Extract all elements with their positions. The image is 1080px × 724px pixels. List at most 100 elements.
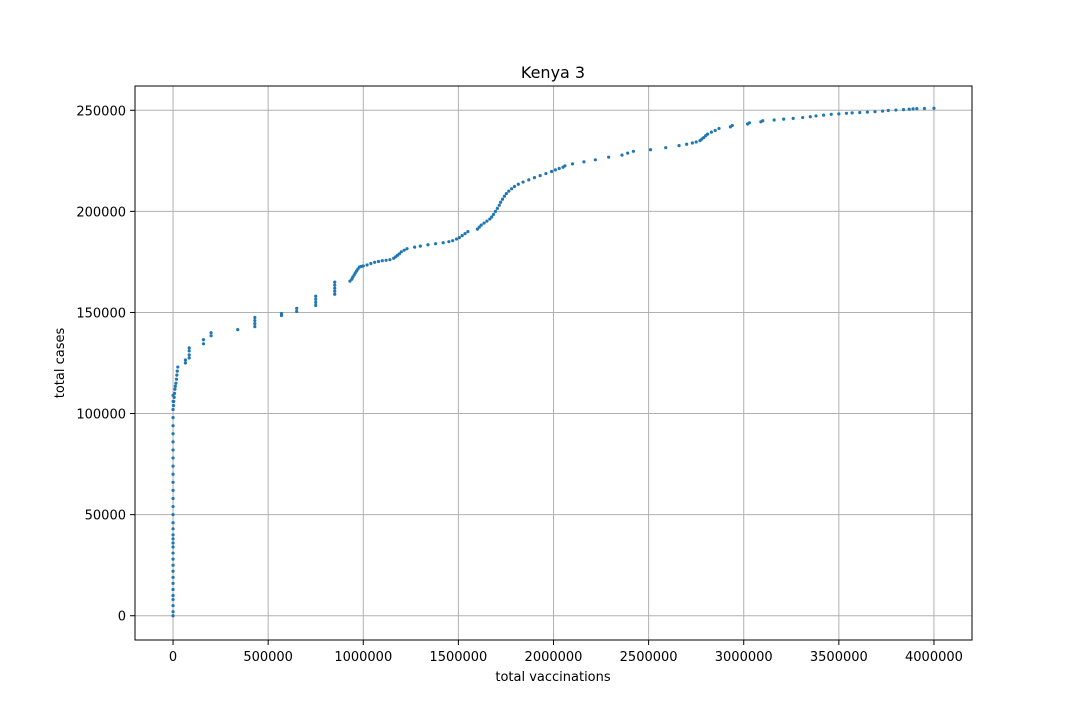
data-point (253, 321, 257, 326)
data-point (369, 261, 373, 266)
data-point (447, 240, 451, 244)
data-point (171, 593, 175, 598)
x-tick-label: 3500000 (810, 650, 868, 665)
data-point (497, 203, 501, 207)
data-point (171, 424, 175, 428)
data-point (791, 116, 795, 120)
data-point (694, 140, 698, 144)
data-point (538, 173, 542, 178)
data-point (510, 187, 514, 191)
data-point (418, 244, 422, 248)
data-point (173, 387, 177, 391)
data-point (850, 111, 854, 115)
data-point (373, 260, 377, 264)
data-point (171, 496, 175, 501)
data-point (376, 259, 381, 264)
data-point (279, 311, 284, 316)
x-tick-label: 1500000 (429, 650, 487, 665)
y-tick-label: 50000 (85, 509, 126, 524)
data-point (772, 118, 776, 122)
data-point (187, 356, 191, 360)
data-point (932, 106, 936, 110)
data-point (454, 237, 459, 241)
data-point (865, 110, 869, 114)
data-point (314, 300, 318, 304)
data-point (171, 557, 175, 561)
data-point (441, 241, 445, 245)
data-point (171, 581, 175, 585)
data-point (532, 175, 537, 180)
data-point (500, 197, 505, 201)
data-point (171, 440, 175, 444)
data-point (512, 184, 517, 189)
data-point (664, 146, 668, 150)
data-point (171, 407, 175, 412)
data-point (174, 377, 179, 381)
data-point (705, 132, 710, 136)
data-point (911, 107, 915, 111)
data-point (171, 587, 175, 592)
data-point (171, 456, 175, 460)
data-point (463, 231, 467, 236)
data-point (187, 349, 191, 353)
data-point (907, 107, 911, 111)
data-point (171, 604, 175, 608)
data-point (172, 399, 176, 404)
data-point (171, 472, 175, 476)
data-point (582, 160, 586, 164)
data-point (922, 106, 927, 111)
data-point (822, 113, 826, 117)
data-point (384, 258, 388, 262)
data-point (295, 309, 299, 314)
data-point (171, 575, 175, 579)
data-point (209, 334, 213, 338)
data-point (466, 229, 470, 234)
data-point (549, 169, 554, 174)
grid-lines (135, 86, 972, 640)
data-point (544, 171, 548, 176)
data-point (426, 243, 430, 247)
data-point (405, 247, 409, 251)
data-point (314, 297, 318, 301)
data-point (171, 504, 175, 509)
data-point (557, 166, 561, 171)
data-point (829, 112, 833, 116)
x-tick-label: 4000000 (905, 650, 963, 665)
data-point (475, 227, 480, 231)
data-point (175, 373, 179, 377)
data-point (553, 168, 558, 172)
data-point (201, 342, 206, 346)
data-point (507, 189, 511, 193)
x-tick-label: 0 (169, 650, 177, 665)
x-tick-label: 1000000 (334, 650, 392, 665)
data-point (493, 209, 498, 213)
data-point (333, 280, 337, 284)
data-point (677, 144, 681, 148)
y-axis-ticks: 0 50000 100000 150000 200000 250000 (76, 104, 135, 625)
data-point (333, 292, 337, 296)
x-axis-ticks: 0 500000 1000000 1500000 2000000 2500000 30000… (169, 640, 963, 665)
y-tick-label: 0 (118, 610, 126, 625)
x-tick-label: 3000000 (715, 650, 773, 665)
data-point (570, 162, 575, 166)
data-point (187, 346, 191, 350)
data-point (171, 551, 175, 555)
data-point (814, 114, 818, 118)
data-point (171, 527, 175, 531)
data-point (717, 126, 721, 131)
y-tick-label: 100000 (76, 408, 126, 423)
data-point (397, 252, 402, 256)
data-point (801, 115, 805, 120)
data-point (858, 110, 862, 115)
data-point (491, 212, 496, 216)
data-point (361, 264, 365, 268)
data-point (348, 279, 352, 283)
y-axis-label: total cases (53, 328, 68, 399)
y-tick-label: 200000 (76, 205, 126, 220)
data-point (333, 286, 337, 290)
data-point (915, 107, 919, 111)
data-point (502, 194, 507, 198)
data-point (253, 318, 257, 323)
y-tick-label: 150000 (76, 306, 126, 321)
